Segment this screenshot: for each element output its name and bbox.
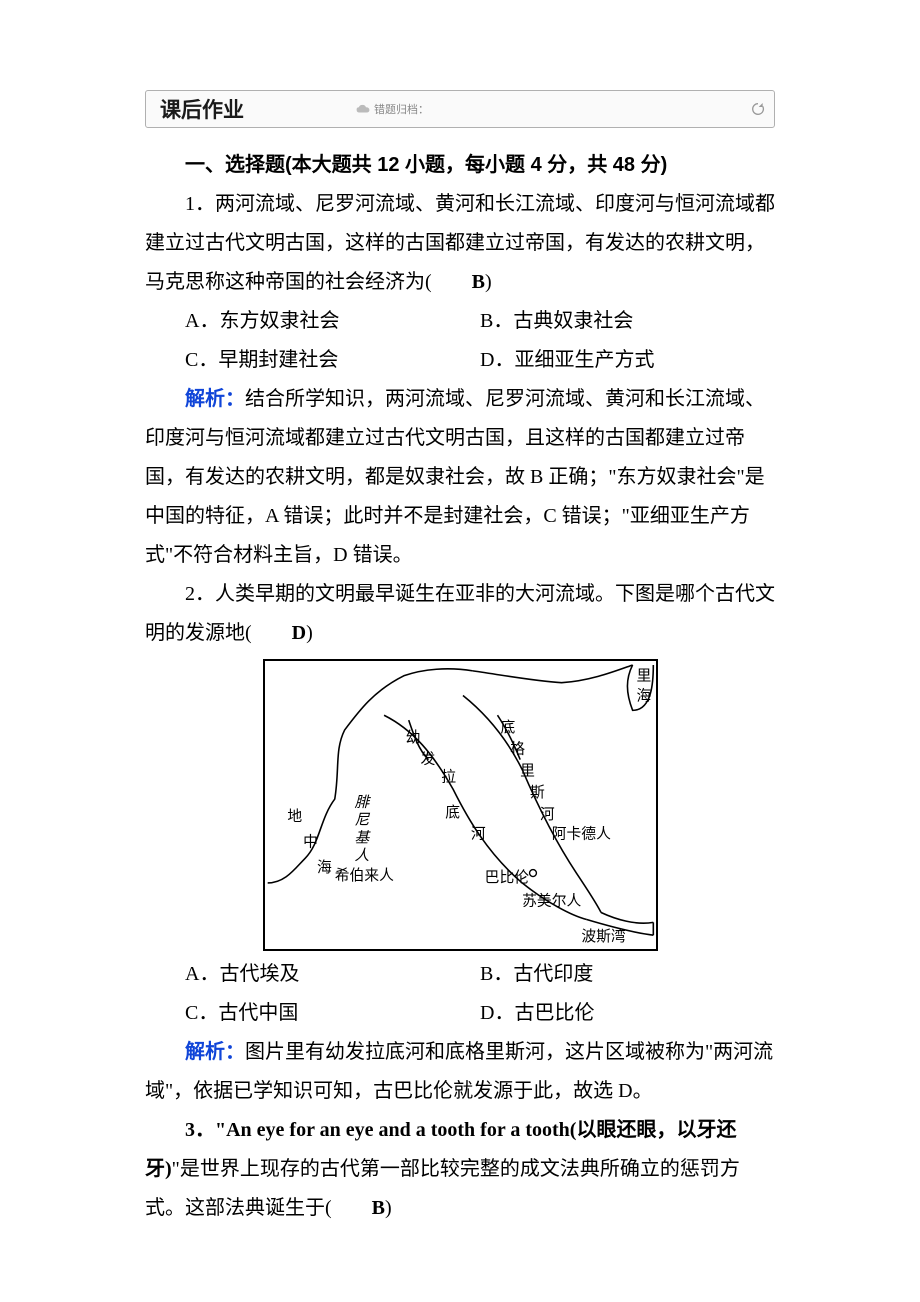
map-label-med1: 地 <box>287 808 302 825</box>
q1-options: A．东方奴隶社会 B．古典奴隶社会 C．早期封建社会 D．亚细亚生产方式 <box>145 302 775 380</box>
map-label-pho4: 人 <box>354 847 369 864</box>
map-label-casp1: 里 <box>636 669 651 685</box>
archive-group: 错题归档： <box>356 101 429 117</box>
q1-opt-b: B．古典奴隶社会 <box>480 302 775 341</box>
archive-label: 错题归档： <box>374 101 429 117</box>
section-heading: 一、选择题(本大题共 12 小题，每小题 4 分，共 48 分) <box>145 146 775 185</box>
q3-cn2: 牙) <box>145 1158 172 1180</box>
q3-cn1: 以眼还眼，以牙还 <box>576 1119 736 1141</box>
map-label-pho3: 基 <box>354 829 371 846</box>
content-body: 一、选择题(本大题共 12 小题，每小题 4 分，共 48 分) 1．两河流域、… <box>145 146 775 1228</box>
q1-stem-close: ) <box>485 271 492 293</box>
homework-header-bar: 课后作业 错题归档： <box>145 90 775 128</box>
q1-stem: 1．两河流域、尼罗河流域、黄河和长江流域、印度河与恒河流域都建立过古代文明古国，… <box>145 185 775 302</box>
map-label-casp2: 海 <box>636 687 651 704</box>
map-label-eu1: 幼 <box>405 729 420 746</box>
map-label-eu5: 河 <box>470 826 485 843</box>
q2-stem: 2．人类早期的文明最早诞生在亚非的大河流域。下图是哪个古代文明的发源地(D) <box>145 575 775 653</box>
q1-opt-a: A．东方奴隶社会 <box>185 302 480 341</box>
cloud-icon <box>356 104 370 114</box>
map-label-ti5: 河 <box>539 806 554 823</box>
map-label-sumer: 苏美尔人 <box>522 893 581 910</box>
q3-close: ) <box>385 1197 392 1219</box>
explain-label: 解析： <box>185 1041 245 1063</box>
q2-options: A．古代埃及 B．古代印度 C．古代中国 D．古巴比伦 <box>145 955 775 1033</box>
q1-opt-d: D．亚细亚生产方式 <box>480 341 775 380</box>
q2-opt-d: D．古巴比伦 <box>480 994 775 1033</box>
map-label-akkad: 阿卡德人 <box>551 825 610 843</box>
map-label-hebrew: 希伯来人 <box>334 867 393 884</box>
map-label-gulf: 波斯湾 <box>581 928 626 945</box>
map-label-babylon: 巴比伦 <box>484 869 529 886</box>
q1-answer: B <box>432 263 485 302</box>
q3-answer: B <box>332 1189 385 1228</box>
map-label-ti4: 斯 <box>530 784 545 801</box>
map-label-pho1: 腓 <box>354 794 371 811</box>
map-label-ti2: 格 <box>510 741 525 758</box>
babylon-marker <box>529 870 536 877</box>
map-label-eu2: 发 <box>420 751 435 768</box>
q1-explain-text: 结合所学知识，两河流域、尼罗河流域、黄河和长江流域、印度河与恒河流域都建立过古代… <box>145 388 765 566</box>
q2-opt-b: B．古代印度 <box>480 955 775 994</box>
q3-post: "是世界上现存的古代第一部比较完整的成文法典所确立的惩罚方式。这部法典诞生于( <box>145 1158 740 1219</box>
q2-opt-a: A．古代埃及 <box>185 955 480 994</box>
map-label-pho2: 尼 <box>354 813 370 829</box>
q1-opt-c: C．早期封建社会 <box>185 341 480 380</box>
homework-title: 课后作业 <box>146 94 244 124</box>
q2-stem-text: 2．人类早期的文明最早诞生在亚非的大河流域。下图是哪个古代文明的发源地( <box>145 583 775 644</box>
q3-pre: 3．" <box>185 1119 226 1141</box>
q1-explain: 解析：结合所学知识，两河流域、尼罗河流域、黄河和长江流域、印度河与恒河流域都建立… <box>145 380 775 575</box>
q3-stem: 3．"An eye for an eye and a tooth for a t… <box>145 1111 775 1228</box>
q2-answer: D <box>252 614 306 653</box>
explain-label: 解析： <box>185 388 245 410</box>
q3-en: An eye for an eye and a tooth for a toot… <box>226 1119 576 1141</box>
map-label-eu3: 拉 <box>441 768 456 785</box>
map-label-med3: 海 <box>316 859 331 876</box>
refresh-icon[interactable] <box>750 101 766 117</box>
map-label-eu4: 底 <box>445 804 460 821</box>
map-label-ti1: 底 <box>500 719 515 736</box>
map-label-ti3: 里 <box>520 763 535 779</box>
mesopotamia-map: 地 中 海 腓 尼 基 人 希伯来人 幼 发 拉 底 河 底 格 里 斯 河 阿… <box>263 659 658 951</box>
q2-explain: 解析：图片里有幼发拉底河和底格里斯河，这片区域被称为"两河流域"，依据已学知识可… <box>145 1033 775 1111</box>
q2-map-wrap: 地 中 海 腓 尼 基 人 希伯来人 幼 发 拉 底 河 底 格 里 斯 河 阿… <box>145 659 775 951</box>
map-label-med2: 中 <box>303 833 318 850</box>
q2-stem-close: ) <box>306 622 313 644</box>
q2-opt-c: C．古代中国 <box>185 994 480 1033</box>
